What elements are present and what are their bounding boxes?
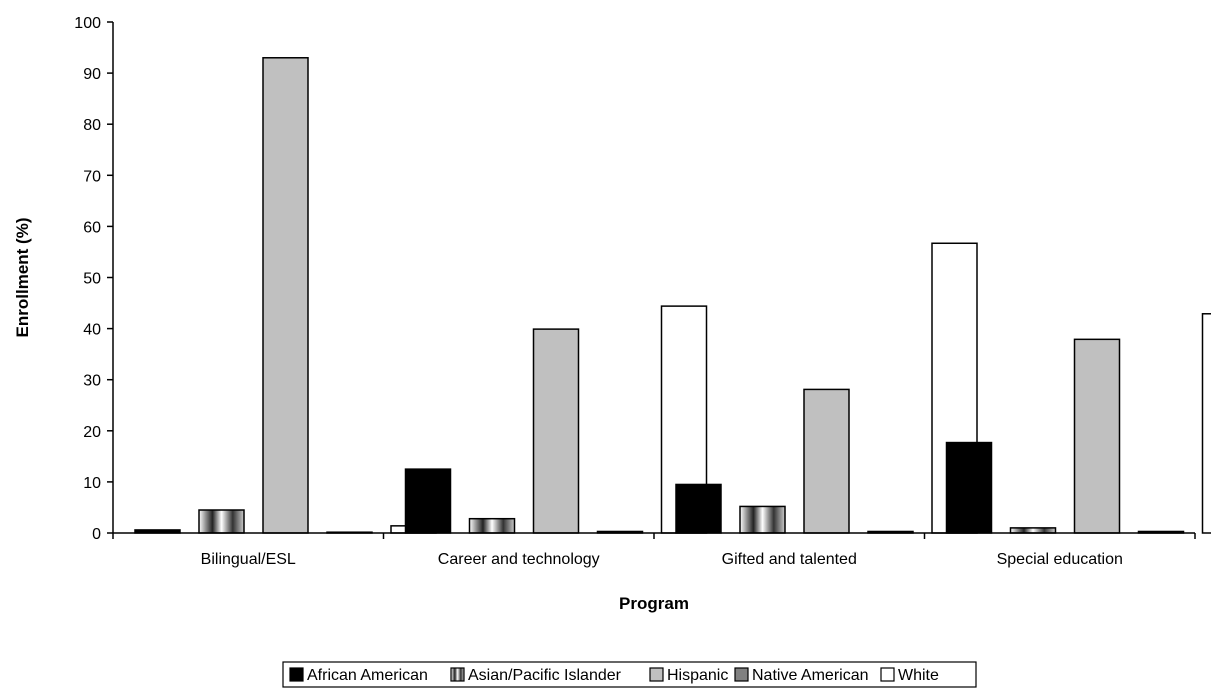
y-tick-label: 70 [83, 168, 101, 185]
x-tick-label: Bilingual/ESL [201, 551, 296, 568]
y-tick-label: 90 [83, 66, 101, 83]
bar-african-american [945, 441, 993, 534]
x-tick-label: Special education [997, 551, 1123, 568]
y-tick-label: 20 [83, 424, 101, 441]
bar-white [1201, 313, 1211, 534]
bar-asian-pacific-islander [198, 509, 245, 534]
bar-hispanic [803, 388, 850, 534]
bar-asian-pacific-islander [468, 517, 516, 534]
bar-african-american [675, 483, 722, 534]
bar-asian-pacific-islander [739, 505, 786, 534]
legend-swatch [649, 667, 664, 682]
y-axis-ticks: 0 10 20 30 40 50 60 70 80 90 100 [74, 15, 113, 543]
y-tick-label: 10 [83, 475, 101, 492]
legend-label: African American [307, 667, 428, 684]
y-tick-label: 50 [83, 271, 101, 288]
bars [134, 57, 1211, 534]
y-tick-label: 60 [83, 219, 101, 236]
y-tick-label: 30 [83, 373, 101, 390]
bar-hispanic [1073, 338, 1121, 534]
y-tick-label: 0 [92, 526, 101, 543]
y-axis-title: Enrollment (%) [13, 218, 32, 338]
legend-swatch [289, 667, 304, 682]
legend: African American Asian/Pacific Islander Hi… [282, 661, 977, 688]
legend-label: Asian/Pacific Islander [468, 667, 622, 684]
bar-african-american [404, 468, 452, 534]
legend-label: Hispanic [667, 667, 728, 684]
legend-label: White [898, 667, 939, 684]
y-tick-label: 80 [83, 117, 101, 134]
legend-label: Native American [752, 667, 869, 684]
bar-hispanic [532, 328, 580, 534]
legend-swatch [734, 667, 749, 682]
x-axis-ticks: Bilingual/ESL Career and technology Gifted… [112, 533, 1196, 568]
x-tick-label: Gifted and talented [722, 551, 857, 568]
bar-asian-pacific-islander [1009, 527, 1057, 534]
y-tick-label: 40 [83, 322, 101, 339]
legend-swatch [880, 667, 895, 682]
x-tick-label: Career and technology [438, 551, 600, 568]
legend-swatch [450, 667, 465, 682]
legend-box [282, 661, 977, 688]
bar-hispanic [262, 57, 309, 534]
x-axis-title: Program [619, 594, 689, 613]
y-tick-label: 100 [74, 15, 101, 32]
